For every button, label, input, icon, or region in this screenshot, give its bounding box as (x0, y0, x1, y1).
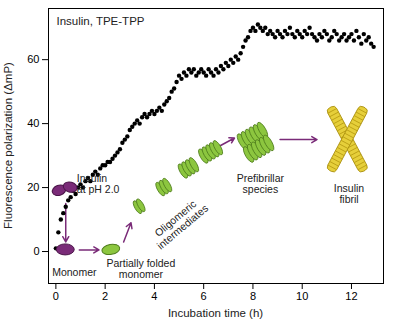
svg-text:0: 0 (33, 245, 39, 257)
svg-text:60: 60 (27, 53, 39, 65)
svg-text:Insulinat pH 2.0: Insulinat pH 2.0 (77, 172, 120, 195)
svg-text:12: 12 (345, 290, 357, 302)
svg-text:Monomer: Monomer (52, 266, 97, 278)
svg-text:20: 20 (27, 181, 39, 193)
svg-text:4: 4 (151, 290, 157, 302)
svg-text:6: 6 (201, 290, 207, 302)
svg-text:Fluorescence polarization (ΔmP: Fluorescence polarization (ΔmP) (2, 62, 14, 229)
svg-text:Insulinfibril: Insulinfibril (334, 182, 365, 205)
svg-text:2: 2 (102, 290, 108, 302)
svg-text:0: 0 (53, 290, 59, 302)
svg-text:10: 10 (296, 290, 308, 302)
svg-text:Incubation time (h): Incubation time (h) (168, 307, 263, 319)
svg-text:Partially foldedmonomer: Partially foldedmonomer (106, 257, 175, 280)
svg-text:Insulin, TPE-TPP: Insulin, TPE-TPP (57, 15, 145, 27)
svg-text:8: 8 (250, 290, 256, 302)
svg-text:Oligomericintermediates: Oligomericintermediates (147, 193, 210, 251)
svg-text:40: 40 (27, 117, 39, 129)
svg-text:Prefibrillarspecies: Prefibrillarspecies (237, 172, 285, 195)
